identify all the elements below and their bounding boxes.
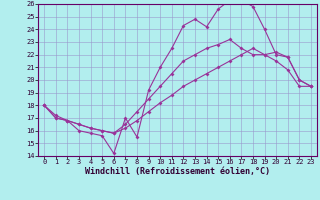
X-axis label: Windchill (Refroidissement éolien,°C): Windchill (Refroidissement éolien,°C): [85, 167, 270, 176]
